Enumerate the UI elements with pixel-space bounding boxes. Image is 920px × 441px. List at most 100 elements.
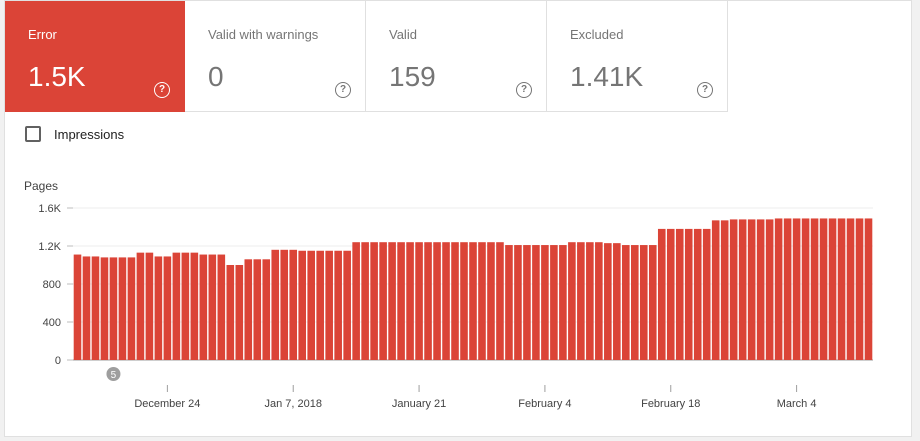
tile-valid-with-warnings[interactable]: Valid with warnings 0 ? — [185, 1, 366, 112]
bar[interactable] — [819, 218, 828, 360]
bar[interactable] — [666, 228, 675, 360]
bar[interactable] — [568, 242, 576, 360]
bar[interactable] — [532, 245, 540, 360]
bar[interactable] — [586, 242, 594, 360]
bar[interactable] — [226, 265, 235, 360]
bar[interactable] — [298, 250, 307, 360]
bar[interactable] — [154, 256, 163, 360]
bar[interactable] — [864, 218, 873, 360]
bar[interactable] — [783, 218, 792, 360]
bar[interactable] — [478, 242, 486, 360]
bar[interactable] — [801, 218, 810, 360]
bar[interactable] — [631, 245, 639, 360]
bar[interactable] — [370, 242, 378, 360]
impressions-checkbox[interactable] — [25, 126, 41, 142]
bar[interactable] — [469, 242, 477, 360]
bar[interactable] — [648, 245, 657, 360]
bar[interactable] — [792, 218, 801, 360]
bar[interactable] — [684, 228, 693, 360]
bar[interactable] — [613, 243, 621, 360]
bar[interactable] — [451, 242, 459, 360]
bar[interactable] — [514, 245, 522, 360]
bar[interactable] — [145, 252, 154, 360]
bar[interactable] — [316, 250, 324, 360]
help-icon[interactable]: ? — [697, 82, 713, 98]
bar[interactable] — [639, 245, 648, 360]
bar[interactable] — [406, 242, 414, 360]
bar[interactable] — [828, 218, 837, 360]
bar[interactable] — [109, 257, 118, 360]
bar[interactable] — [846, 218, 855, 360]
bar[interactable] — [604, 243, 612, 360]
bar[interactable] — [397, 242, 405, 360]
bar[interactable] — [595, 242, 603, 360]
bar[interactable] — [424, 242, 432, 360]
bar[interactable] — [262, 259, 271, 360]
bar[interactable] — [163, 256, 172, 360]
bar[interactable] — [810, 218, 819, 360]
bar[interactable] — [765, 219, 774, 360]
bar[interactable] — [622, 245, 630, 360]
chart-bars — [73, 218, 873, 360]
bar[interactable] — [253, 259, 262, 360]
bar[interactable] — [100, 257, 109, 360]
tile-valid[interactable]: Valid 159 ? — [366, 1, 547, 112]
bar[interactable] — [82, 256, 91, 360]
bar[interactable] — [217, 254, 226, 360]
bar[interactable] — [747, 219, 756, 360]
bar[interactable] — [388, 242, 396, 360]
bar[interactable] — [352, 242, 360, 360]
bar[interactable] — [702, 228, 711, 360]
bar[interactable] — [289, 249, 298, 360]
bar[interactable] — [711, 220, 720, 360]
bar[interactable] — [496, 242, 504, 360]
bar[interactable] — [415, 242, 423, 360]
bar[interactable] — [756, 219, 765, 360]
bar[interactable] — [675, 228, 684, 360]
bar[interactable] — [657, 228, 666, 360]
bar[interactable] — [379, 242, 387, 360]
bar[interactable] — [172, 252, 181, 360]
bar[interactable] — [118, 257, 127, 360]
bar[interactable] — [325, 250, 333, 360]
bar[interactable] — [271, 249, 280, 360]
bar[interactable] — [307, 250, 315, 360]
bar[interactable] — [559, 245, 567, 360]
help-icon[interactable]: ? — [335, 82, 351, 98]
bar[interactable] — [693, 228, 702, 360]
bar[interactable] — [361, 242, 369, 360]
bar[interactable] — [855, 218, 864, 360]
annotation-marker[interactable] — [106, 367, 121, 381]
bar[interactable] — [190, 252, 199, 360]
bar[interactable] — [127, 257, 136, 360]
bar[interactable] — [343, 250, 351, 360]
tile-excluded[interactable]: Excluded 1.41K ? — [547, 1, 728, 112]
bar[interactable] — [550, 245, 558, 360]
bar[interactable] — [433, 242, 441, 360]
bar[interactable] — [505, 245, 513, 360]
bar[interactable] — [334, 250, 342, 360]
bar[interactable] — [729, 219, 738, 360]
bar[interactable] — [73, 254, 82, 360]
bar[interactable] — [235, 265, 244, 360]
bar[interactable] — [91, 256, 100, 360]
bar[interactable] — [442, 242, 450, 360]
bar[interactable] — [577, 242, 585, 360]
bar[interactable] — [280, 249, 289, 360]
bar[interactable] — [738, 219, 747, 360]
bar[interactable] — [720, 220, 729, 360]
bar[interactable] — [136, 252, 145, 360]
bar[interactable] — [460, 242, 468, 360]
bar[interactable] — [487, 242, 495, 360]
bar[interactable] — [208, 254, 217, 360]
bar[interactable] — [199, 254, 208, 360]
help-icon[interactable]: ? — [154, 82, 170, 98]
bar[interactable] — [774, 218, 783, 360]
bar[interactable] — [244, 259, 253, 360]
bar[interactable] — [837, 218, 846, 360]
bar[interactable] — [181, 252, 190, 360]
bar[interactable] — [523, 245, 531, 360]
help-icon[interactable]: ? — [516, 82, 532, 98]
tile-error[interactable]: Error 1.5K ? — [5, 1, 185, 112]
bar[interactable] — [541, 245, 549, 360]
